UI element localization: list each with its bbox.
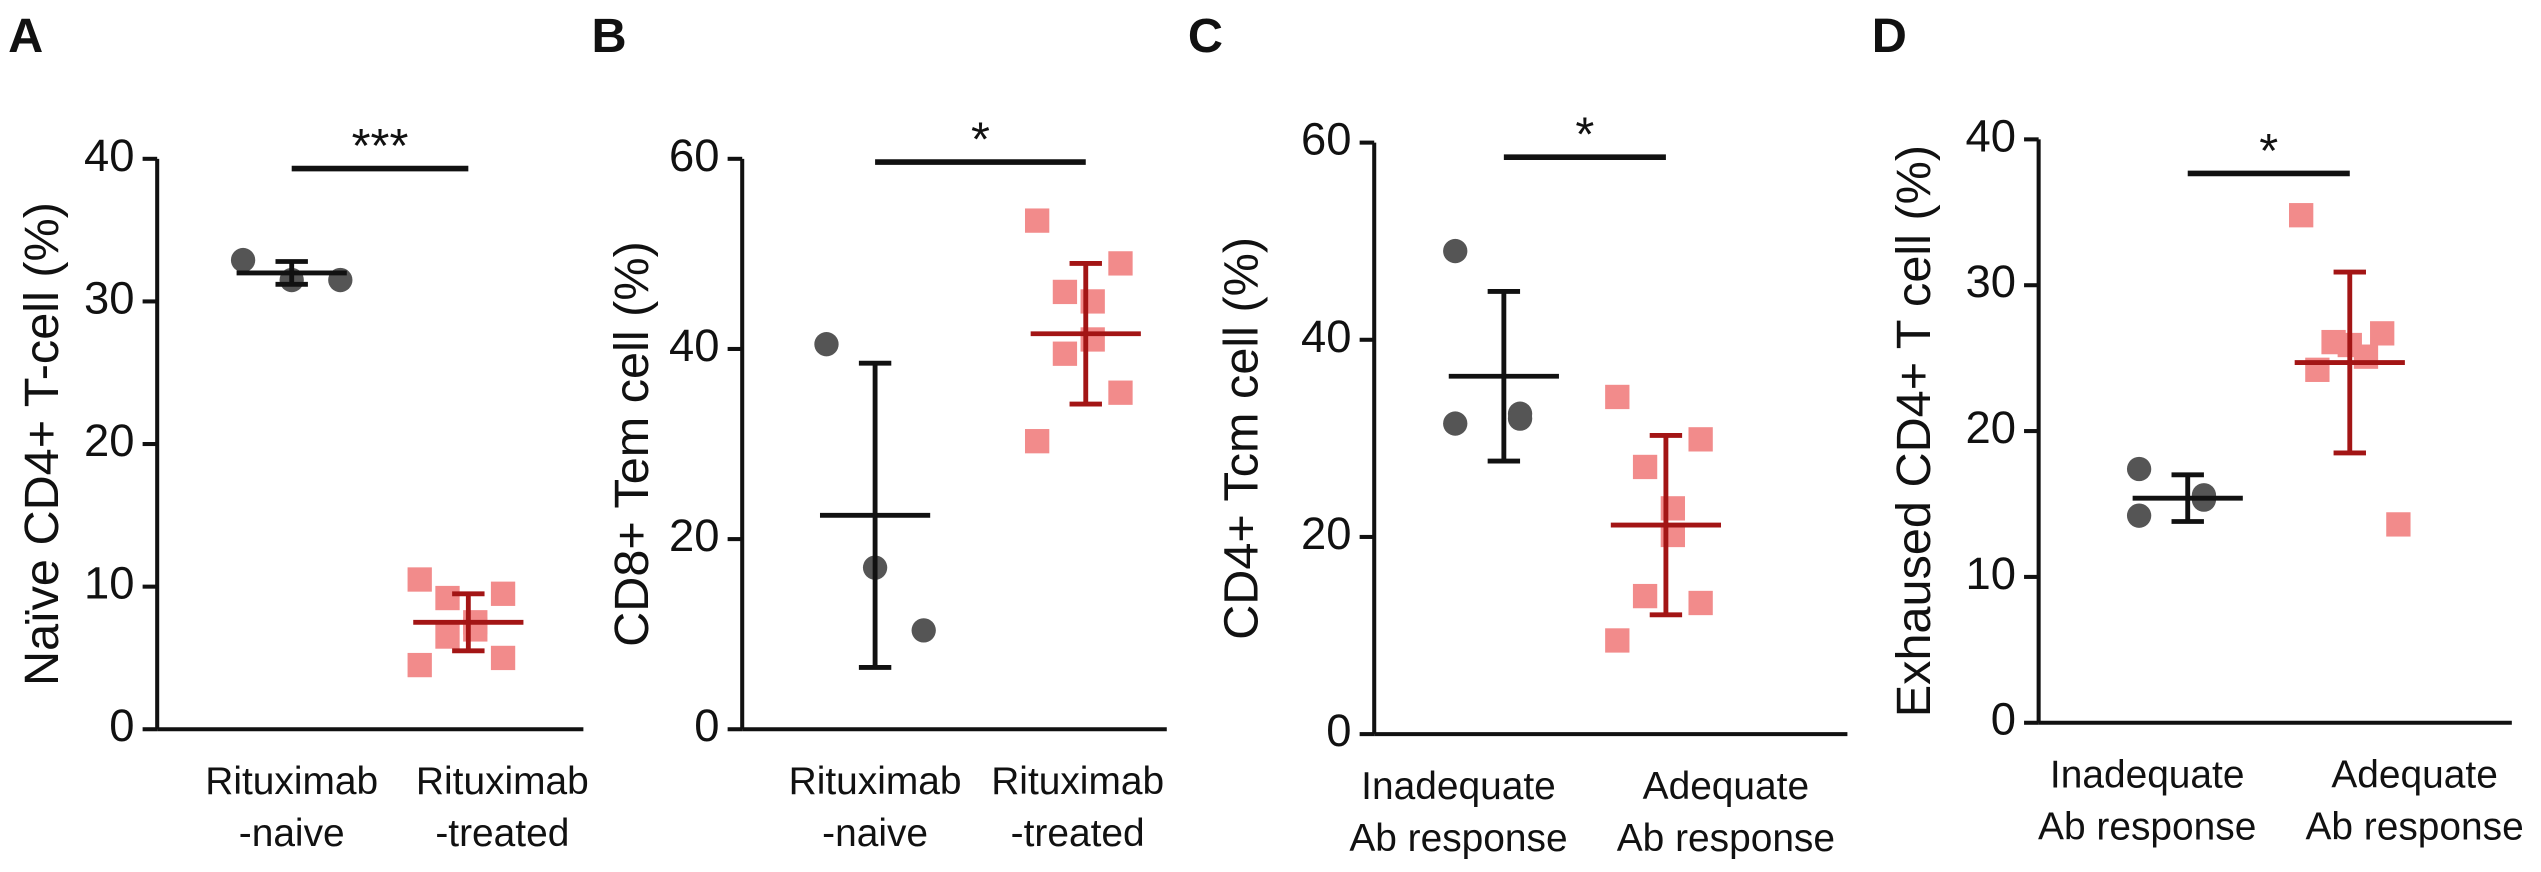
significance-label: * xyxy=(971,113,990,167)
error-bar xyxy=(236,259,347,287)
error-bar xyxy=(2294,269,2405,456)
data-point xyxy=(1507,406,1533,431)
data-point xyxy=(1632,454,1658,480)
x-tick-label-line: Rituximab xyxy=(789,760,962,803)
x-tick-label: Adequate Ab response xyxy=(2305,754,2523,849)
x-tick-label-line: Ab response xyxy=(2305,805,2523,848)
significance-label: *** xyxy=(352,119,409,173)
data-point xyxy=(1688,590,1713,616)
y-tick-label: 0 xyxy=(109,700,134,751)
data-point xyxy=(435,585,460,611)
data-point xyxy=(1605,628,1630,653)
y-tick-label: 0 xyxy=(1991,694,2016,745)
x-tick-label-line: Ab response xyxy=(1349,817,1567,860)
y-tick-label: 60 xyxy=(1301,114,1351,165)
data-point xyxy=(1024,429,1050,454)
y-axis-label: Naïve CD4+ T-cell (%) xyxy=(15,202,69,686)
x-tick-label: Inadequate Ab response xyxy=(2038,754,2256,849)
y-tick-label: 10 xyxy=(1965,548,2015,599)
data-point xyxy=(1108,251,1133,276)
data-point xyxy=(1688,427,1713,452)
data-point xyxy=(2289,203,2314,228)
data-point xyxy=(2353,344,2379,369)
data-point xyxy=(407,652,432,678)
y-axis-label: CD8+ Tem cell (%) xyxy=(605,241,659,647)
data-point xyxy=(2126,456,2152,482)
x-tick-label-line: Ab response xyxy=(1617,817,1835,860)
error-bar xyxy=(819,360,931,670)
data-point xyxy=(2126,503,2152,528)
panel-letter: D xyxy=(1872,9,1907,63)
data-point xyxy=(1632,583,1658,609)
x-tick-label: Inadequate Ab response xyxy=(1349,765,1567,860)
x-tick-label-line: Adequate xyxy=(1643,765,1809,808)
error-bar xyxy=(1030,260,1141,407)
x-tick-label-line: Inadequate xyxy=(1361,765,1556,808)
data-point xyxy=(1108,380,1133,405)
significance-label: * xyxy=(2259,124,2278,178)
error-bar xyxy=(1448,289,1559,464)
x-tick-label-line: -treated xyxy=(1011,812,1145,855)
y-tick-label: 30 xyxy=(84,272,134,323)
x-tick-label: Rituximab -treated xyxy=(991,760,1164,855)
error-bar xyxy=(2132,472,2243,524)
y-tick-label: 20 xyxy=(669,510,719,561)
y-tick-label: 30 xyxy=(1965,256,2015,307)
y-tick-label: 40 xyxy=(1965,110,2015,161)
panel-letter: C xyxy=(1188,9,1223,63)
x-tick-label-line: -treated xyxy=(435,812,569,855)
x-tick-label: Rituximab -treated xyxy=(416,760,589,855)
panel-letter: A xyxy=(8,9,43,63)
x-tick-label-line: -naive xyxy=(239,812,345,855)
data-point xyxy=(2386,512,2411,537)
y-tick-label: 60 xyxy=(669,130,719,181)
y-tick-label: 20 xyxy=(84,415,134,466)
data-point xyxy=(490,581,516,606)
panel-letter: B xyxy=(591,9,626,63)
y-axis-label: Exhaused CD4+ T cell (%) xyxy=(1887,145,1941,717)
data-point xyxy=(2370,321,2395,346)
y-tick-label: 20 xyxy=(1965,402,2015,453)
data-point xyxy=(407,567,432,592)
y-tick-label: 40 xyxy=(669,320,719,371)
x-tick-label-line: Adequate xyxy=(2331,754,2497,797)
data-point xyxy=(1024,208,1050,233)
x-tick-label: Rituximab -naive xyxy=(789,760,962,855)
data-point xyxy=(230,247,256,273)
data-point xyxy=(911,618,936,643)
significance-label: * xyxy=(1575,108,1594,162)
x-tick-label-line: Rituximab xyxy=(991,760,1164,803)
data-point xyxy=(1052,341,1078,366)
data-point xyxy=(1443,238,1468,264)
y-tick-label: 40 xyxy=(1301,311,1351,362)
y-tick-label: 0 xyxy=(694,700,719,751)
x-tick-label-line: Inadequate xyxy=(2050,754,2245,797)
x-tick-label: Rituximab -naive xyxy=(205,760,378,855)
data-point xyxy=(435,624,460,649)
data-point xyxy=(1052,279,1078,305)
data-point xyxy=(1605,384,1630,410)
y-tick-label: 10 xyxy=(84,558,134,609)
data-point xyxy=(490,645,516,671)
x-tick-label: Adequate Ab response xyxy=(1617,765,1835,860)
x-tick-label-line: Ab response xyxy=(2038,805,2256,848)
x-tick-label-line: Rituximab xyxy=(416,760,589,803)
y-tick-label: 0 xyxy=(1326,705,1351,756)
x-tick-label-line: Rituximab xyxy=(205,760,378,803)
data-point xyxy=(1443,411,1468,436)
y-axis-label: CD4+ Tcm cell (%) xyxy=(1214,237,1268,640)
y-tick-label: 40 xyxy=(84,130,134,181)
error-bar xyxy=(1610,432,1722,618)
data-point xyxy=(814,332,839,357)
y-tick-label: 20 xyxy=(1301,508,1351,559)
error-bar xyxy=(413,591,524,654)
x-tick-label-line: -naive xyxy=(822,812,928,855)
